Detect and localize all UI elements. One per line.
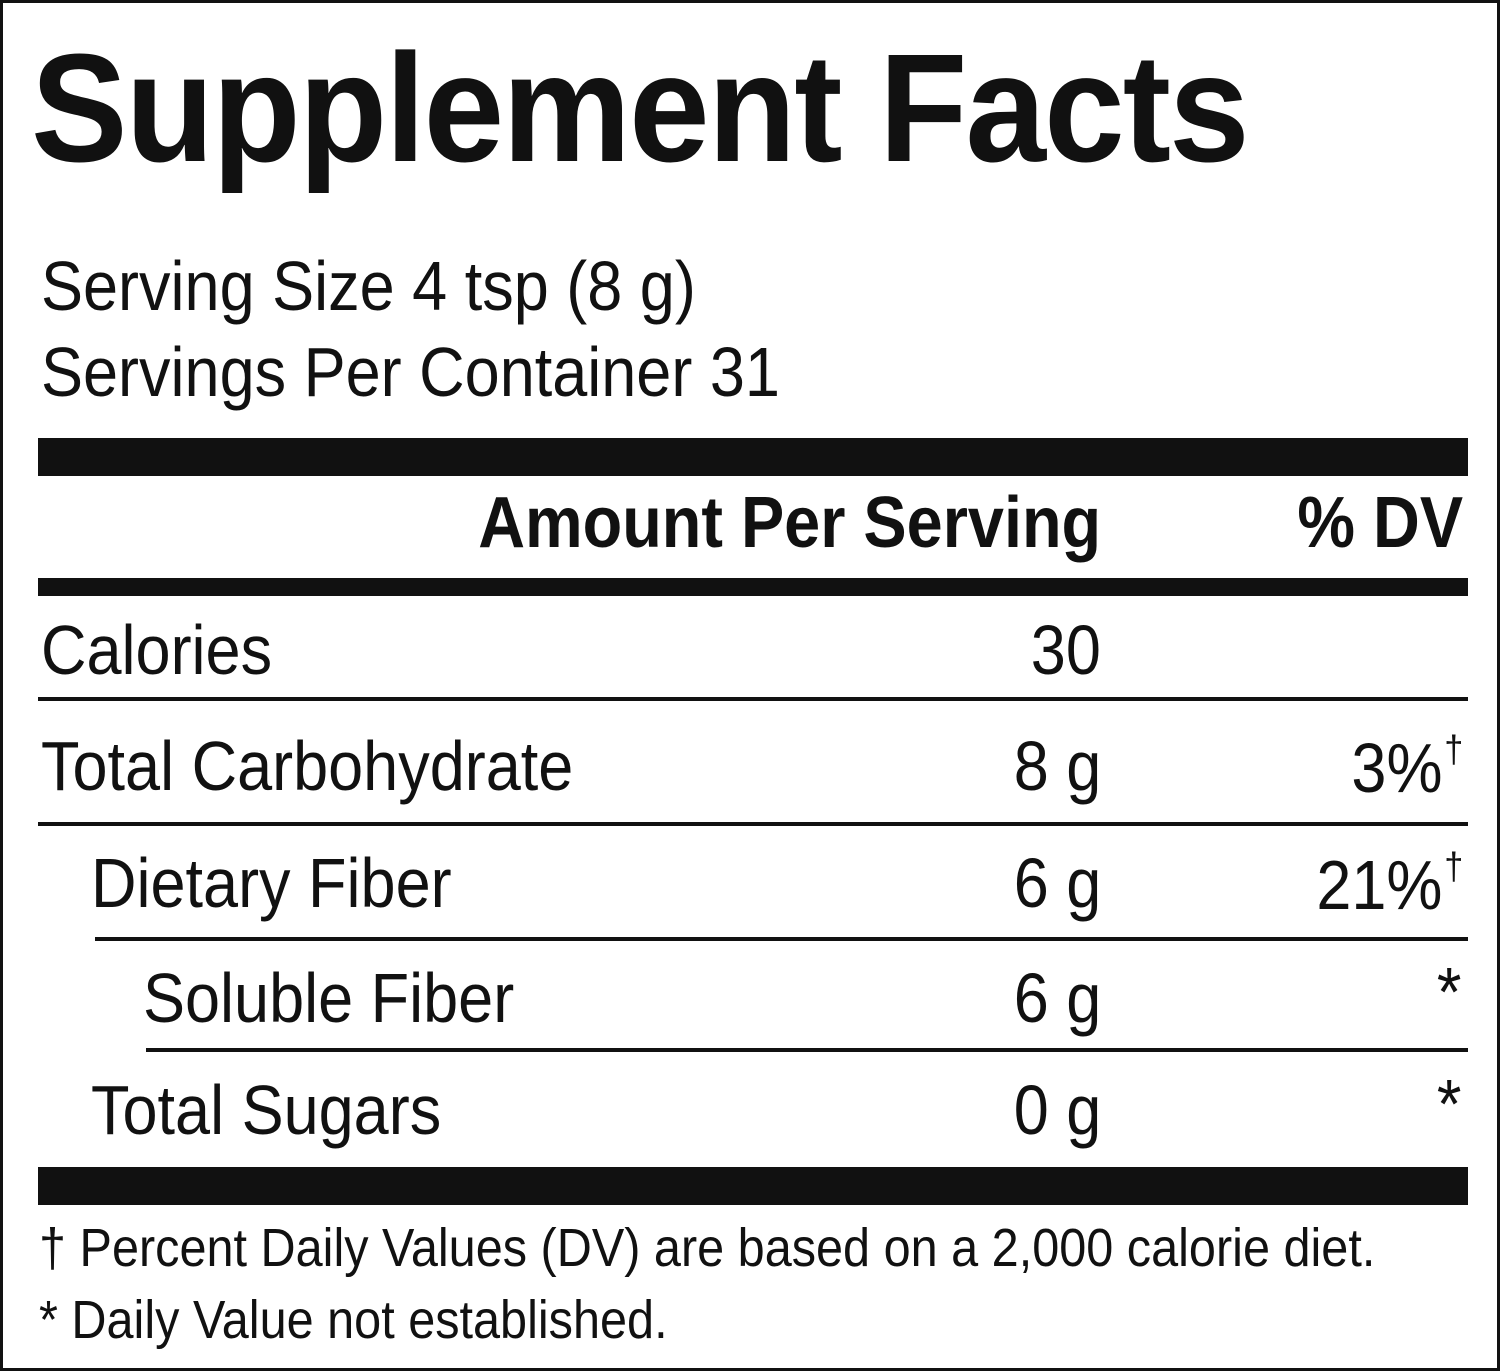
- row-total-carbohydrate-dv-value: 3%: [1351, 729, 1443, 807]
- row-dietary-fiber-amount: 6 g: [1013, 844, 1101, 922]
- footnote-not-established: * Daily Value not established.: [39, 1290, 668, 1350]
- footnote-daily-values: † Percent Daily Values (DV) are based on…: [39, 1218, 1376, 1278]
- row-dietary-fiber-dv: 21%†: [1316, 848, 1463, 920]
- row-total-sugars-amount: 0 g: [1013, 1071, 1101, 1149]
- row-soluble-fiber-dv-value: *: [1436, 953, 1462, 1031]
- header-amount-per-serving: Amount Per Serving: [478, 483, 1101, 563]
- row-total-sugars-name: Total Sugars: [91, 1071, 442, 1149]
- row-dietary-fiber-dv-mark: †: [1443, 846, 1463, 888]
- row-calories-amount: 30: [1030, 611, 1101, 689]
- row-calories-dv: [1461, 615, 1463, 687]
- medium-divider-header: [38, 578, 1468, 596]
- row-soluble-fiber-dv: *: [1437, 955, 1463, 1027]
- row-divider-calories: [38, 697, 1468, 701]
- serving-size: Serving Size 4 tsp (8 g): [41, 247, 696, 325]
- row-dietary-fiber-dv-value: 21%: [1316, 846, 1443, 924]
- row-total-carbohydrate-dv-mark: †: [1443, 729, 1463, 771]
- row-total-carbohydrate-dv: 3%†: [1351, 731, 1463, 803]
- row-calories-name: Calories: [41, 611, 273, 689]
- panel-title: Supplement Facts: [31, 22, 1250, 194]
- row-divider-total-carbohydrate: [38, 822, 1468, 826]
- row-total-carbohydrate-name: Total Carbohydrate: [41, 727, 574, 805]
- row-dietary-fiber-name: Dietary Fiber: [91, 844, 452, 922]
- row-divider-dietary-fiber: [95, 937, 1468, 941]
- row-soluble-fiber-name: Soluble Fiber: [143, 959, 515, 1037]
- row-total-carbohydrate-amount: 8 g: [1013, 727, 1101, 805]
- row-total-sugars-dv: *: [1437, 1067, 1463, 1139]
- row-total-sugars-dv-value: *: [1436, 1065, 1462, 1143]
- row-soluble-fiber-amount: 6 g: [1013, 959, 1101, 1037]
- header-percent-dv: % DV: [1297, 483, 1463, 563]
- heavy-divider-top: [38, 438, 1468, 476]
- row-divider-soluble-fiber: [146, 1048, 1468, 1052]
- heavy-divider-bottom: [38, 1167, 1468, 1205]
- servings-per-container: Servings Per Container 31: [41, 333, 780, 411]
